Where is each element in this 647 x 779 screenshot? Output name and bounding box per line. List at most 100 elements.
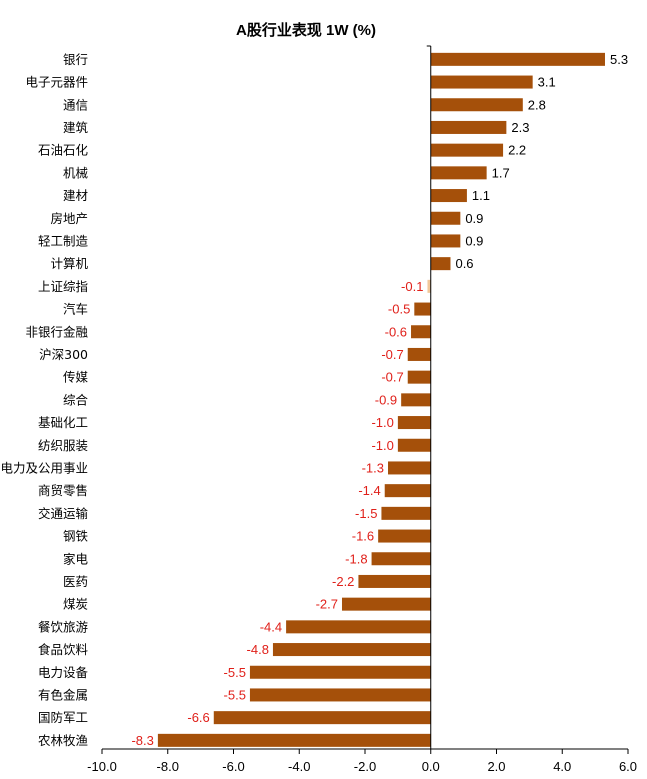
category-label: 餐饮旅游	[38, 619, 89, 634]
data-label: 1.7	[492, 165, 510, 180]
category-label: 国防军工	[38, 710, 88, 725]
x-tick-label: 0.0	[422, 759, 440, 774]
bar	[341, 597, 431, 611]
x-tick-label: -10.0	[87, 759, 117, 774]
bar	[381, 506, 431, 520]
category-label: 商贸零售	[38, 483, 88, 498]
data-label: -4.8	[247, 642, 269, 657]
data-label: -5.5	[224, 687, 246, 702]
bar	[384, 484, 431, 498]
category-label: 传媒	[63, 370, 89, 385]
value-labels: 5.3 3.1 2.8 2.3 2.2 1.71.1 0.9 0.9 0.6 -0.1 -0.5 -0…	[131, 52, 628, 748]
category-label: 交通运输	[38, 506, 89, 521]
data-label: -1.4	[358, 483, 380, 498]
data-label: -4.4	[260, 619, 282, 634]
x-tick-label: 6.0	[619, 759, 637, 774]
bars-group	[157, 52, 605, 747]
category-label: 综合	[63, 392, 89, 407]
data-label: -1.8	[345, 551, 367, 566]
bar	[430, 75, 533, 89]
category-label: 轻工制造	[38, 233, 89, 248]
category-label: 通信	[63, 97, 88, 112]
data-label: 2.8	[528, 97, 546, 112]
x-tick-label: -4.0	[288, 759, 310, 774]
category-label: 电子元器件	[25, 75, 88, 90]
bar	[430, 52, 605, 66]
bar	[213, 711, 431, 725]
bar	[272, 643, 431, 657]
data-label: 0.9	[465, 211, 483, 226]
category-labels: 银行电子元器件通信建筑石油石化机械建材房地产轻工制造计算机上证综指汽车非银行金融…	[0, 52, 88, 748]
data-label: -2.7	[316, 597, 338, 612]
category-label: 农林牧渔	[38, 733, 88, 748]
data-label: -0.6	[385, 324, 407, 339]
category-label: 基础化工	[38, 415, 88, 430]
data-label: 3.1	[538, 75, 556, 90]
data-label: -6.6	[187, 710, 209, 725]
category-label: 纺织服装	[38, 438, 88, 453]
data-label: -1.3	[362, 460, 384, 475]
bar	[157, 733, 431, 747]
data-label: 1.1	[472, 188, 490, 203]
data-label: 0.9	[465, 233, 483, 248]
data-label: 2.2	[508, 143, 526, 158]
x-tick-label: 4.0	[553, 759, 571, 774]
bar	[430, 234, 461, 248]
category-label: 医药	[63, 574, 88, 589]
data-label: -8.3	[131, 733, 153, 748]
category-label: 煤炭	[63, 597, 88, 612]
data-label: 5.3	[610, 52, 628, 67]
bar	[430, 211, 461, 225]
bar	[430, 166, 487, 180]
bar	[401, 393, 431, 407]
category-label: 建材	[63, 188, 88, 203]
category-label: 食品饮料	[38, 642, 89, 657]
category-label: 房地产	[50, 211, 88, 226]
bar	[249, 665, 431, 679]
category-label: 非银行金融	[25, 324, 88, 339]
category-label: 电力设备	[38, 665, 89, 680]
data-label: -0.5	[388, 302, 410, 317]
x-tick-label: -6.0	[222, 759, 244, 774]
data-label: 2.3	[511, 120, 529, 135]
bar	[358, 574, 431, 588]
category-label: 石油石化	[38, 143, 89, 158]
data-label: -1.0	[371, 415, 393, 430]
category-label: 汽车	[63, 302, 88, 317]
data-label: -1.6	[352, 529, 374, 544]
bar	[411, 325, 431, 339]
category-label: 机械	[63, 165, 89, 180]
axes-group: -10.0 -8.0 -6.0 -4.0 -2.0 0.0 2.0 4.0 6.0	[87, 45, 637, 774]
x-tick-label: -8.0	[157, 759, 179, 774]
x-tick-label: 2.0	[487, 759, 505, 774]
bar	[397, 416, 431, 430]
bar	[414, 302, 431, 316]
bar	[397, 438, 431, 452]
category-label: 家电	[63, 551, 89, 566]
category-label: 上证综指	[38, 279, 88, 294]
category-label: 建筑	[63, 120, 89, 135]
bar	[430, 257, 451, 271]
data-label: -1.5	[355, 506, 377, 521]
data-label: -0.9	[375, 392, 397, 407]
data-label: -1.0	[371, 438, 393, 453]
chart-title: A股行业表现 1W (%)	[236, 21, 376, 39]
bar	[371, 552, 431, 566]
bar	[430, 120, 507, 134]
data-label: -0.1	[401, 279, 423, 294]
category-label: 有色金属	[38, 687, 88, 702]
bar	[427, 279, 431, 293]
data-label: -2.2	[332, 574, 354, 589]
bar	[286, 620, 431, 634]
category-label: 计算机	[50, 256, 88, 271]
category-label: 钢铁	[63, 529, 89, 544]
category-label: 电力及公用事业	[0, 460, 88, 475]
bar	[407, 370, 431, 384]
data-label: -0.7	[381, 347, 403, 362]
data-label: 0.6	[455, 256, 473, 271]
data-label: -5.5	[224, 665, 246, 680]
data-label: -0.7	[381, 370, 403, 385]
category-label: 沪深300	[39, 347, 88, 362]
bar	[378, 529, 431, 543]
